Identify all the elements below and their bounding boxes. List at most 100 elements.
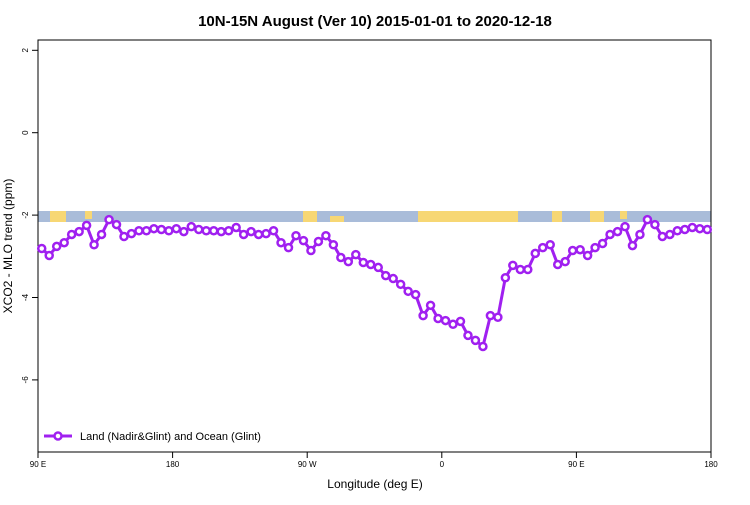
- data-point: [223, 226, 234, 236]
- land-patch: [552, 211, 562, 222]
- data-point: [665, 229, 675, 240]
- x-axis-label: Longitude (deg E): [327, 477, 422, 491]
- legend-marker: [53, 431, 63, 441]
- data-point: [283, 242, 294, 253]
- data-point: [530, 248, 541, 259]
- data-point: [44, 250, 54, 261]
- data-point: [552, 259, 563, 270]
- plot-frame: [37, 39, 712, 453]
- y-tick-label: -2: [21, 211, 30, 219]
- y-tick-label: 0: [21, 130, 30, 135]
- data-point: [650, 219, 660, 230]
- data-point: [261, 228, 271, 239]
- data-point: [104, 214, 114, 225]
- data-point: [246, 226, 256, 237]
- x-tick-label: 180: [704, 460, 718, 469]
- data-point: [485, 310, 496, 321]
- data-point: [395, 279, 406, 290]
- data-point: [493, 312, 503, 323]
- data-point: [590, 242, 600, 253]
- data-point: [134, 226, 144, 236]
- data-point: [680, 224, 690, 235]
- data-point: [343, 256, 354, 267]
- data-point: [253, 229, 264, 240]
- data-point: [81, 220, 92, 231]
- data-point: [605, 229, 615, 240]
- data-point: [567, 245, 578, 256]
- data-point: [306, 245, 316, 256]
- land-patch: [85, 211, 92, 219]
- data-point: [612, 226, 623, 237]
- data-point: [194, 224, 204, 235]
- data-point: [336, 252, 346, 263]
- land-patch: [590, 211, 604, 222]
- land-patch: [330, 216, 344, 222]
- land-patch: [303, 211, 317, 222]
- data-point: [238, 229, 249, 240]
- data-point: [373, 262, 383, 273]
- data-point: [36, 243, 47, 254]
- x-tick-label: 90 W: [298, 460, 317, 469]
- y-tick-label: -6: [21, 376, 30, 384]
- data-point: [657, 231, 668, 242]
- data-point: [380, 270, 391, 281]
- data-point: [672, 226, 683, 236]
- data-point: [403, 286, 413, 297]
- data-point: [702, 224, 713, 235]
- data-point: [538, 242, 548, 253]
- legend-label: Land (Nadir&Glint) and Ocean (Glint): [80, 431, 261, 443]
- data-point: [126, 228, 137, 239]
- data-point: [268, 226, 279, 236]
- data-point: [59, 237, 69, 248]
- data-point: [366, 259, 376, 270]
- data-point: [448, 319, 458, 330]
- data-point: [66, 229, 77, 240]
- map-strip: [38, 211, 711, 222]
- data-point: [463, 330, 473, 341]
- x-tick-label: 180: [166, 460, 180, 469]
- data-point: [208, 226, 219, 236]
- data-point: [119, 231, 129, 242]
- data-point: [642, 214, 653, 225]
- y-tick-label: 2: [21, 48, 30, 53]
- x-tick-label: 90 E: [30, 460, 46, 469]
- data-point: [111, 219, 122, 230]
- series-line: [40, 217, 708, 350]
- data-point: [156, 224, 167, 235]
- chart-title: 10N-15N August (Ver 10) 2015-01-01 to 20…: [198, 13, 552, 30]
- data-point: [440, 315, 451, 326]
- data-point: [164, 226, 174, 236]
- data-point: [627, 240, 638, 251]
- data-point: [358, 257, 369, 268]
- data-point: [51, 241, 62, 252]
- data-point: [433, 313, 443, 324]
- data-point: [620, 221, 630, 232]
- data-point: [96, 229, 107, 240]
- data-point: [351, 249, 361, 260]
- data-point: [231, 222, 241, 233]
- ocean-band: [38, 211, 711, 222]
- data-point: [695, 223, 705, 234]
- data-point: [410, 289, 421, 300]
- data-point: [575, 244, 585, 255]
- data-point: [597, 238, 608, 249]
- data-point: [470, 335, 481, 346]
- data-point: [515, 264, 526, 275]
- data-point: [388, 273, 398, 284]
- data-point: [171, 223, 182, 234]
- data-point: [149, 223, 159, 234]
- y-tick-label: -4: [21, 293, 30, 301]
- data-point: [635, 229, 645, 240]
- data-point: [560, 256, 570, 267]
- data-point: [89, 240, 99, 250]
- data-point: [425, 300, 436, 311]
- data-point: [328, 240, 339, 250]
- data-point: [418, 310, 428, 321]
- data-point: [291, 230, 301, 241]
- data-point: [186, 221, 197, 232]
- data-point: [545, 240, 555, 250]
- data-point: [276, 237, 286, 248]
- x-tick-label: 90 E: [568, 460, 584, 469]
- data-point: [478, 341, 488, 352]
